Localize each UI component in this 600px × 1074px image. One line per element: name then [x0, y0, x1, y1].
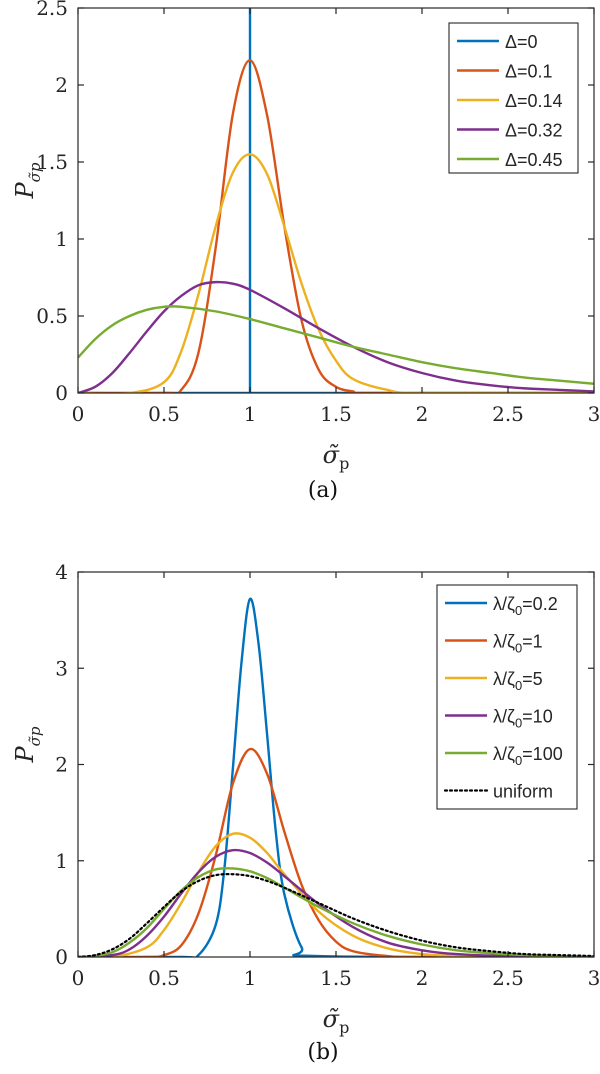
legend-label-3: λ/ζ0=5 — [493, 669, 543, 693]
x-tick-label: 2 — [416, 966, 429, 990]
legend-label-1: Δ=0 — [505, 32, 538, 52]
y-tick-label: 2 — [55, 73, 68, 97]
x-tick-label: 1.5 — [320, 966, 352, 990]
y-tick-label: 0 — [55, 381, 68, 405]
series-line-2 — [78, 59, 594, 393]
y-tick-label: 2.5 — [36, 0, 68, 20]
series-line-4 — [78, 848, 594, 957]
series-line-2 — [78, 747, 594, 957]
series-group — [78, 8, 594, 393]
legend-label-5: Δ=0.45 — [505, 150, 563, 170]
x-axis-label-base: σ̃ — [323, 441, 340, 469]
x-axis-label-base: σ̃ — [323, 1005, 340, 1033]
series-line-3 — [78, 832, 594, 957]
y-axis-label: Pσ̃p — [11, 162, 44, 199]
legend-box — [436, 584, 578, 810]
chart-panel-b: 0 0.5 1 1.5 2 2.5 301234σ̃pPσ̃pλ/ζ0=0.2λ/ζ0=1λ… — [11, 560, 600, 1065]
series-line-5 — [78, 305, 594, 385]
y-axis-label-base: P — [11, 182, 39, 200]
x-tick-label: 1 — [244, 402, 257, 426]
y-axis-label-sub: σ̃p — [26, 162, 44, 182]
legend-label-3: Δ=0.14 — [505, 91, 563, 111]
y-tick-label: 0.5 — [36, 304, 68, 328]
x-tick-label: 1 — [244, 966, 257, 990]
x-tick-label: 2.5 — [492, 402, 524, 426]
y-tick-label: 1 — [55, 849, 68, 873]
x-tick-label: 2 — [416, 402, 429, 426]
x-tick-label: 2.5 — [492, 966, 524, 990]
series-line-1 — [78, 597, 594, 957]
legend-box — [448, 22, 579, 174]
x-tick-label: 0 — [72, 402, 85, 426]
x-tick-label: 0.5 — [148, 402, 180, 426]
legend: Δ=0 Δ=0.1 Δ=0.14 Δ=0.32 Δ=0.45 — [448, 22, 579, 174]
y-tick-label: 4 — [55, 560, 68, 584]
legend-label-5: λ/ζ0=100 — [493, 744, 563, 768]
series-line-6 — [78, 873, 594, 957]
x-axis-label: σ̃p — [323, 1005, 350, 1037]
x-tick-label: 0.5 — [148, 966, 180, 990]
legend-label-4: Δ=0.32 — [505, 121, 563, 141]
series-group — [78, 597, 594, 957]
x-tick-label: 3 — [588, 966, 600, 990]
y-tick-label: 2 — [55, 753, 68, 777]
x-axis-label: σ̃p — [323, 441, 350, 473]
x-axis-label-sub: p — [339, 1018, 349, 1037]
x-axis-label-sub: p — [339, 454, 349, 473]
legend-label-4: λ/ζ0=10 — [493, 707, 553, 731]
y-tick-label: 1 — [55, 227, 68, 251]
panel-caption: (b) — [307, 1040, 338, 1065]
series-line-4 — [78, 280, 594, 393]
x-tick-label: 1.5 — [320, 402, 352, 426]
series-line-3 — [78, 153, 594, 393]
legend-label-1: λ/ζ0=0.2 — [493, 594, 558, 618]
legend-label-6: uniform — [493, 782, 553, 802]
legend: λ/ζ0=0.2 λ/ζ0=1 λ/ζ0=5 λ/ζ0=10 λ/ζ0=100 unifo… — [436, 584, 578, 810]
y-tick-label: 3 — [55, 656, 68, 680]
y-tick-label: 1.5 — [36, 150, 68, 174]
y-axis-label-base: P — [11, 746, 39, 764]
legend-label-2: Δ=0.1 — [505, 62, 553, 82]
series-line-5 — [78, 867, 594, 957]
y-axis-label-sub: σ̃p — [26, 726, 44, 746]
legend-label-2: λ/ζ0=1 — [493, 632, 543, 656]
x-tick-label: 3 — [588, 402, 600, 426]
y-tick-label: 0 — [55, 945, 68, 969]
panel-caption: (a) — [308, 478, 338, 503]
x-tick-label: 0 — [72, 966, 85, 990]
chart-panel-a: 0 0.5 1 1.5 2 2.5 300.511.522.5σ̃pPσ̃pΔ=0Δ=0.1… — [11, 0, 600, 503]
y-axis-label: Pσ̃p — [11, 726, 44, 763]
